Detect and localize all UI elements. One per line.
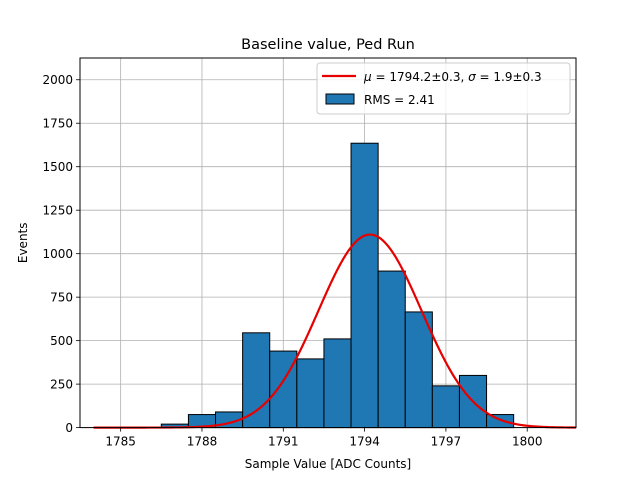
legend-rms-swatch [325, 93, 355, 105]
histogram-bar [350, 142, 379, 429]
x-tick-label: 1785 [105, 435, 136, 449]
histogram-bar [269, 350, 298, 429]
x-tick-label: 1794 [349, 435, 380, 449]
y-tick-label: 0 [65, 421, 73, 435]
y-tick-label: 750 [50, 291, 73, 305]
histogram-bar [296, 358, 325, 429]
sigma-symbol: σ [468, 70, 476, 84]
x-tick-label: 1800 [512, 435, 543, 449]
y-tick-label: 1750 [42, 117, 73, 131]
histogram-bar [431, 385, 460, 429]
legend-box [316, 62, 571, 115]
mu-value: = 1794.2±0.3, [372, 70, 468, 84]
axes-frame [79, 57, 577, 429]
y-tick-label: 1250 [42, 204, 73, 218]
sigma-value: = 1.9±0.3 [476, 70, 542, 84]
x-tick-label: 1791 [268, 435, 299, 449]
y-axis-ticks: 0 250 500 750 1000 1250 1500 1750 2000 [42, 73, 80, 435]
y-tick-label: 2000 [42, 73, 73, 87]
mu-symbol: μ [363, 70, 372, 84]
histogram-bar [404, 311, 433, 429]
x-axis-ticks: 1785 1788 1791 1794 1797 1800 [105, 427, 543, 449]
histogram-bar [486, 414, 515, 429]
y-tick-label: 1500 [42, 160, 73, 174]
x-tick-label: 1788 [187, 435, 218, 449]
chart-title: Baseline value, Ped Run [241, 37, 415, 53]
legend-fit-label: μ = 1794.2±0.3, σ = 1.9±0.3 [363, 70, 542, 84]
legend: μ = 1794.2±0.3, σ = 1.9±0.3 RMS = 2.41 [316, 62, 571, 115]
y-tick-label: 250 [50, 378, 73, 392]
histogram-bar [323, 338, 352, 429]
histogram-bar [242, 332, 271, 429]
y-tick-label: 500 [50, 334, 73, 348]
y-axis-label: Events [16, 222, 30, 263]
x-axis-label: Sample Value [ADC Counts] [245, 457, 411, 471]
x-tick-label: 1797 [431, 435, 462, 449]
legend-rms-label: RMS = 2.41 [364, 93, 435, 107]
y-tick-label: 1000 [42, 247, 73, 261]
histogram-bar [377, 270, 406, 429]
histogram-bars [160, 142, 515, 429]
